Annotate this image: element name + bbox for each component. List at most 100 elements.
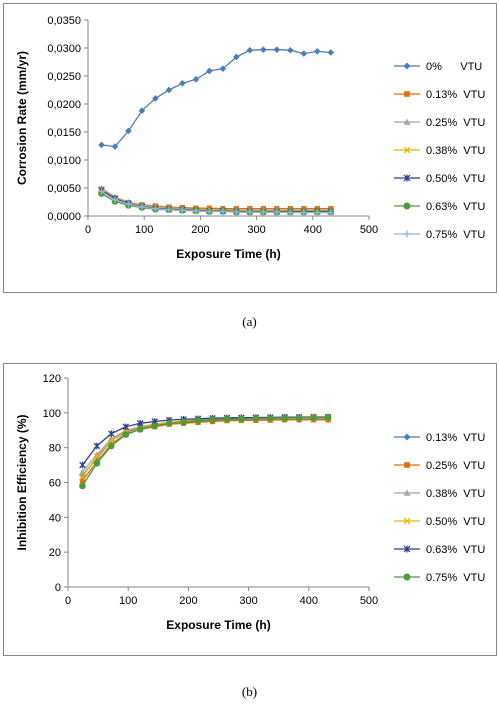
caption-a: (a) <box>242 314 257 329</box>
b-data-point <box>136 426 144 433</box>
a-x-axis-label: Exposure Time (h) <box>176 247 280 261</box>
a-x-tick-label: 200 <box>191 224 209 236</box>
a-legend-label: 0.38% VTU <box>426 145 485 157</box>
a-legend-label: 0.25% VTU <box>426 117 485 129</box>
a-data-point <box>138 203 146 211</box>
a-y-tick-label: 0,0250 <box>47 71 81 83</box>
a-data-point <box>125 127 132 135</box>
b-series-6 <box>79 414 332 490</box>
b-data-point <box>165 419 173 427</box>
b-data-point <box>295 414 303 422</box>
a-data-point <box>300 209 308 216</box>
b-data-point <box>93 442 101 450</box>
inhibition-efficiency-chart: 0 20 40 60 80 100 120 0 100 200 300 400 500 Exposure … <box>15 373 485 632</box>
a-data-point <box>260 208 267 216</box>
a-data-point <box>327 209 335 216</box>
a-data-point <box>192 207 200 215</box>
b-y-tick-label: 40 <box>49 512 61 524</box>
a-data-point <box>165 86 173 94</box>
b-series-line <box>81 417 329 478</box>
b-data-point <box>281 414 289 422</box>
a-data-point <box>179 207 186 214</box>
a-data-point <box>313 48 321 55</box>
a-data-point <box>246 46 254 54</box>
a-y-tick-label: 0,0000 <box>47 211 81 223</box>
a-data-point <box>111 196 119 204</box>
b-legend-label: 0.50% VTU <box>426 516 485 528</box>
b-series-line <box>81 416 329 487</box>
b-x-tick-label: 0 <box>65 595 71 607</box>
a-data-point <box>152 95 159 102</box>
a-x-tick-label: 300 <box>247 224 265 236</box>
a-data-point <box>327 49 335 56</box>
a-data-point <box>111 143 119 150</box>
b-legend-marker <box>403 545 411 553</box>
b-series-4 <box>79 414 332 481</box>
b-data-point <box>108 430 115 438</box>
b-data-point <box>122 423 130 431</box>
b-data-point <box>108 442 115 450</box>
b-legend-label: 0.25% VTU <box>426 460 485 472</box>
a-x-tick-label: 400 <box>304 224 322 236</box>
a-y-tick-label: 0,0300 <box>47 43 81 55</box>
b-series-2 <box>79 417 331 484</box>
chart-panel-a: 0,0000 0,0050 0,0100 0,0150 0,0200 0,0250 0,03… <box>3 3 497 293</box>
a-series-7 <box>98 188 335 216</box>
b-data-point <box>223 415 231 423</box>
b-series-line <box>81 416 329 466</box>
a-data-point <box>233 208 240 216</box>
b-data-point <box>93 453 101 460</box>
b-legend-label: 0.63% VTU <box>426 544 485 556</box>
b-data-point <box>310 414 317 421</box>
a-legend-label: 0% VTU <box>426 61 482 73</box>
a-data-point <box>98 188 105 195</box>
a-y-tick-label: 0,0350 <box>47 15 81 27</box>
a-x-tick-label: 500 <box>360 224 378 236</box>
a-data-point <box>273 208 281 216</box>
b-legend-label: 0.38% VTU <box>426 488 485 500</box>
b-data-point <box>79 468 86 475</box>
b-data-point <box>266 414 274 422</box>
a-series-2 <box>98 188 334 212</box>
a-legend-label: 0.50% VTU <box>426 173 485 185</box>
b-y-tick-label: 20 <box>49 547 61 559</box>
b-x-tick-label: 500 <box>360 595 378 607</box>
caption-b: (b) <box>241 684 258 699</box>
a-legend-marker <box>403 174 411 182</box>
b-y-tick-label: 100 <box>43 408 61 420</box>
a-data-point <box>206 208 213 215</box>
a-y-tick-label: 0,0150 <box>47 127 81 139</box>
b-data-point <box>79 478 86 484</box>
a-legend-marker <box>403 146 411 154</box>
b-series-3 <box>79 414 332 475</box>
b-data-point <box>79 482 86 490</box>
a-data-point <box>165 206 173 214</box>
a-data-point <box>179 79 186 87</box>
a-data-point <box>138 107 146 115</box>
b-data-point <box>108 437 115 444</box>
a-legend-marker <box>403 230 411 238</box>
a-legend-label: 0.75% VTU <box>426 229 485 241</box>
corrosion-rate-chart: 0,0000 0,0050 0,0100 0,0150 0,0200 0,0250 0,03… <box>15 15 485 261</box>
a-y-tick-label: 0,0200 <box>47 99 81 111</box>
a-data-point <box>206 67 213 75</box>
b-legend-marker <box>403 433 411 441</box>
b-legend-marker <box>403 573 411 581</box>
b-data-point <box>252 415 260 422</box>
b-y-tick-label: 120 <box>43 373 61 385</box>
a-data-point <box>219 65 227 73</box>
b-x-tick-label: 200 <box>179 595 197 607</box>
b-legend-label: 0.75% VTU <box>426 572 485 584</box>
b-y-tick-label: 60 <box>49 478 61 490</box>
b-data-point <box>180 418 187 426</box>
b-x-axis-label: Exposure Time (h) <box>166 618 270 632</box>
a-data-point <box>300 50 308 57</box>
a-data-point <box>313 209 321 216</box>
a-data-point <box>98 141 105 149</box>
a-data-point <box>287 46 294 54</box>
b-data-point <box>79 461 86 469</box>
b-legend-label: 0.13% VTU <box>426 432 485 444</box>
a-legend-marker <box>403 62 411 70</box>
a-x-tick-label: 0 <box>85 224 91 236</box>
a-data-point <box>260 46 267 53</box>
